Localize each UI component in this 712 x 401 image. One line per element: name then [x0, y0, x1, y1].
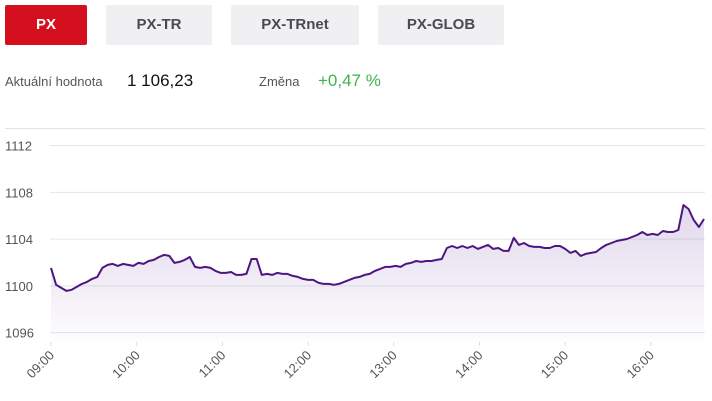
- x-tick-label: 15:00: [538, 348, 572, 382]
- change-value: +0,47 %: [318, 71, 381, 90]
- x-tick-label: 14:00: [452, 348, 486, 382]
- x-tick-label: 16:00: [623, 348, 657, 382]
- tab[interactable]: PX-TRnet: [231, 5, 359, 45]
- tab[interactable]: PX: [5, 5, 87, 45]
- price-line: [50, 204, 705, 292]
- area-fill: [51, 205, 704, 342]
- y-tick-label: 1104: [5, 232, 33, 247]
- value-label: Aktuální hodnota: [5, 74, 103, 89]
- x-tick-label: 12:00: [281, 348, 315, 382]
- x-tick-label: 13:00: [366, 348, 400, 382]
- x-tick-label: 10:00: [109, 348, 143, 382]
- y-tick-label: 1100: [5, 279, 33, 294]
- y-tick-label: 1108: [5, 185, 33, 200]
- x-tick-label: 09:00: [24, 348, 58, 382]
- change-label: Změna: [259, 74, 300, 89]
- x-tick-label: 11:00: [196, 348, 229, 381]
- tab[interactable]: PX-TR: [106, 5, 212, 45]
- y-tick-label: 1096: [5, 326, 34, 341]
- tab[interactable]: PX-GLOB: [378, 5, 504, 45]
- current-value: 1 106,23: [127, 71, 194, 90]
- y-tick-label: 1112: [5, 139, 32, 154]
